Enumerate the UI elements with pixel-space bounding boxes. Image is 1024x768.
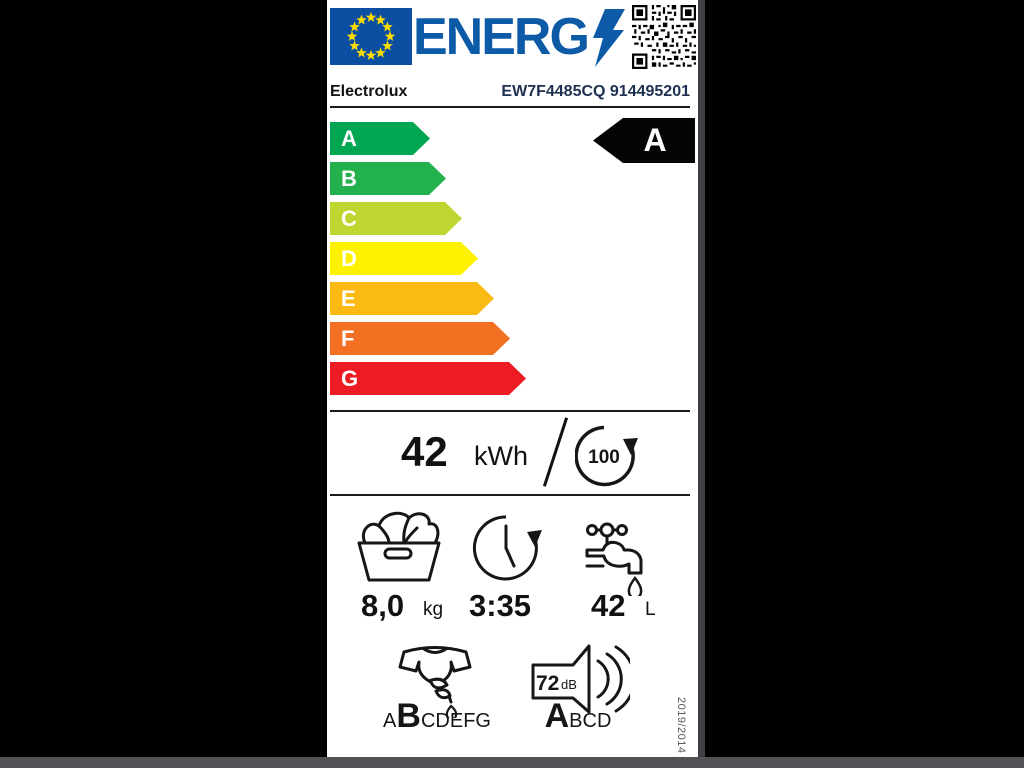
cycles-count: 100 (588, 447, 620, 468)
model-number: EW7F4485CQ 914495201 (501, 83, 690, 100)
spin-class-scale: ABCDEFG (367, 697, 507, 736)
label-edge-shadow (698, 0, 705, 757)
spin-class-c: C (420, 710, 436, 732)
divider (330, 410, 690, 412)
spin-class-e: E (449, 710, 464, 732)
noise-db-unit: dB (561, 677, 577, 692)
divider (330, 106, 690, 108)
speaker-noise-icon: 72 dB (531, 644, 630, 714)
regulation-reference: 2019/2014 (675, 697, 687, 754)
divider (330, 494, 690, 496)
class-arrow-g: G (330, 362, 526, 395)
energy-rating-indicator: A (593, 118, 695, 163)
eu-flag-icon (330, 8, 412, 65)
capacity-value: 8,0 (361, 588, 405, 623)
spin-class-b-rating: B (396, 697, 421, 735)
noise-db-value: 72 (536, 672, 559, 695)
energ-logo: ENERG (413, 6, 626, 68)
spin-class-f: F (463, 710, 476, 732)
lightning-bolt-icon (592, 9, 625, 67)
noise-class-a-rating: A (544, 697, 570, 735)
class-arrow-c: C (330, 202, 462, 235)
duration-value: 3:35 (469, 588, 532, 623)
noise-class-b: B (569, 710, 583, 732)
class-arrow-a: A (330, 122, 430, 155)
spin-class-d: D (435, 710, 450, 732)
water-value: 42 (591, 588, 626, 623)
brand-name: Electrolux (330, 83, 408, 100)
clock-cycle-icon (472, 515, 542, 581)
capacity-unit: kg (423, 599, 444, 620)
cycles-100-icon: 100 (575, 425, 638, 487)
spin-class-a: A (383, 710, 397, 732)
water-tap-icon (585, 522, 643, 596)
product-row: Electrolux EW7F4485CQ 914495201 (330, 83, 690, 105)
laundry-basket-icon (357, 511, 441, 582)
spin-dry-wring-icon (398, 646, 472, 718)
energ-logo-text: ENERG (413, 8, 590, 66)
energy-value: 42 (401, 428, 448, 475)
noise-class-scale: ABCD (508, 697, 648, 736)
noise-class-d: D (596, 710, 612, 732)
per-slash (542, 417, 569, 487)
energy-unit: kWh (474, 441, 528, 471)
qr-code-icon (632, 5, 696, 69)
water-unit: L (645, 599, 656, 620)
class-arrow-f: F (330, 322, 510, 355)
class-arrow-b: B (330, 162, 446, 195)
spin-class-g: G (475, 710, 491, 732)
class-arrow-e: E (330, 282, 494, 315)
class-arrow-d: D (330, 242, 478, 275)
noise-class-c: C (582, 710, 597, 732)
eu-energy-label: ENERG Electrolux EW7F4485CQ 914495201 A … (327, 0, 698, 757)
window-bottom-bar (0, 757, 1024, 768)
